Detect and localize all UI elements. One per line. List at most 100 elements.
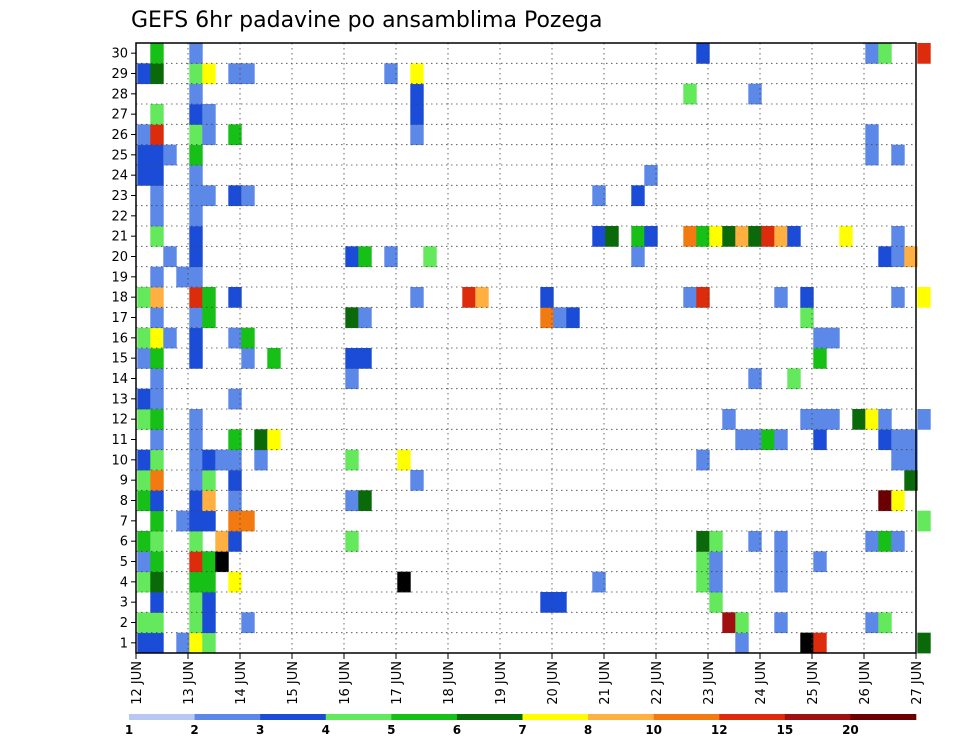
heatmap-cell [410,104,424,125]
heatmap-cell [137,551,151,573]
y-tick-label: 4 [120,575,128,590]
heatmap-cell [826,409,840,430]
heatmap-cell [722,612,736,634]
heatmap-cell [150,266,164,288]
heatmap-cell [241,185,255,207]
heatmap-cell [891,226,905,247]
y-tick-label: 6 [120,535,128,550]
y-tick-label: 22 [111,209,128,224]
heatmap-cell [215,449,229,471]
heatmap-cell [761,226,775,247]
heatmap-cell [189,63,203,85]
heatmap-cell [761,429,775,451]
heatmap-cell [228,63,242,85]
x-tick-label: 18 JUN [442,661,457,705]
heatmap-cell [865,409,879,430]
heatmap-cell [150,63,164,85]
y-tick-label: 11 [111,433,128,448]
heatmap-cell [150,205,164,227]
heatmap-cell [150,368,164,390]
heatmap-cell [228,510,242,532]
heatmap-cell [462,287,476,308]
y-tick-label: 29 [111,67,128,82]
heatmap-cell [202,449,216,471]
colorbar-swatch [784,714,851,720]
heatmap-cell [917,510,931,532]
colorbar-swatch [325,714,392,720]
heatmap-cell [176,266,190,288]
heatmap-cell [683,83,697,105]
heatmap-cell [813,327,827,349]
heatmap-cell [696,43,710,64]
heatmap-cell [189,165,203,186]
heatmap-cell [228,185,242,207]
heatmap-cell [358,246,372,268]
colorbar-swatch [719,714,786,720]
heatmap-cell [150,429,164,451]
x-axis-ticks: 12 JUN 13 JUN 14 JUN 15 JUN 16 JUN 17 JUN 18 J… [130,653,925,705]
colorbar-label: 8 [584,723,592,737]
heatmap-cell [904,470,918,491]
colorbar-label: 5 [387,723,395,737]
x-tick-label: 19 JUN [494,661,509,705]
heatmap-cell [189,510,203,532]
y-tick-label: 8 [120,494,128,509]
heatmap-cell [150,185,164,207]
heatmap-cells [137,43,931,654]
heatmap-cell [878,612,892,634]
heatmap-cell [800,409,814,430]
x-tick-label: 15 JUN [286,661,301,705]
x-tick-label: 17 JUN [390,661,405,705]
chart-title: GEFS 6hr padavine po ansamblima Pozega [131,8,602,33]
heatmap-cell [410,124,424,146]
heatmap-cell [189,287,203,308]
heatmap-cell [553,307,567,329]
heatmap-cell [163,246,177,268]
heatmap-cell [813,429,827,451]
heatmap-cell [137,409,151,430]
heatmap-cell [189,104,203,125]
y-tick-label: 13 [111,392,128,407]
x-tick-label: 20 JUN [546,661,561,705]
heatmap-cell [150,327,164,349]
heatmap-cell [189,551,203,573]
y-tick-label: 23 [111,189,128,204]
heatmap-cell [865,124,879,146]
heatmap-cell [800,632,814,654]
heatmap-cell [189,327,203,349]
y-tick-label: 1 [120,636,128,651]
heatmap-cell [345,449,359,471]
heatmap-cell [566,307,580,329]
heatmap-cell [592,571,606,593]
x-tick-label: 21 JUN [598,661,613,705]
heatmap-cell [540,287,554,308]
heatmap-cell [189,429,203,451]
heatmap-cell [150,612,164,634]
heatmap-cell [189,43,203,64]
heatmap-cell [410,470,424,491]
heatmap-cell [696,531,710,552]
heatmap-cell [163,327,177,349]
heatmap-cell [189,409,203,430]
heatmap-cell [202,307,216,329]
heatmap-cell [137,388,151,410]
heatmap-cell [189,612,203,634]
heatmap-cell [150,124,164,146]
heatmap-cell [137,144,151,166]
heatmap-cell [202,612,216,634]
y-tick-label: 16 [111,331,128,346]
heatmap-cell [696,551,710,573]
heatmap-cell [345,348,359,369]
heatmap-cell [345,307,359,329]
heatmap-cell [202,490,216,512]
colorbar-label: 15 [776,723,793,737]
heatmap-cell [644,165,658,186]
heatmap-cell [540,307,554,329]
colorbar-swatch [653,714,720,720]
y-axis-ticks: 1234567891011121314151617181920212223242… [111,47,136,651]
heatmap-cell [384,246,398,268]
heatmap-cell [189,348,203,369]
heatmap-cell [696,226,710,247]
heatmap-cell [150,388,164,410]
